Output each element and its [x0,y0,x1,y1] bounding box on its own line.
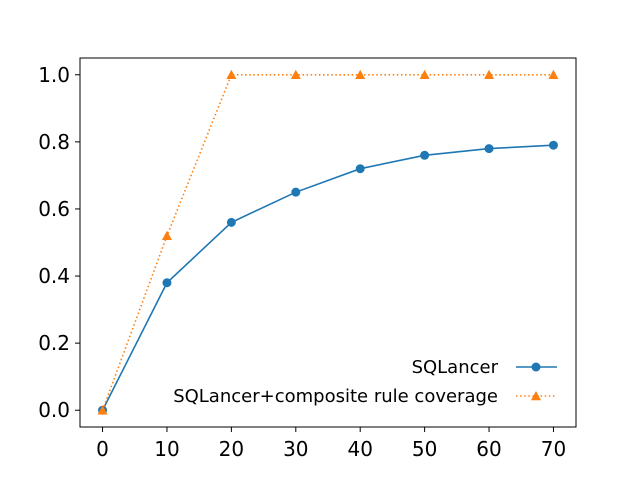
data-point [226,217,236,227]
legend-marker [531,362,541,372]
x-tick-label: 50 [412,437,437,461]
x-axis: 0 10 20 30 40 50 60 70 [96,427,566,461]
data-point [355,69,366,80]
data-point [420,150,430,160]
y-tick-label: 0.6 [38,197,70,221]
data-point [290,69,301,80]
series-layer [97,69,559,415]
y-tick-label: 0.4 [38,264,70,288]
series-line [101,144,554,411]
plot-frame [79,57,577,428]
series-1 [98,140,558,415]
legend-item: SQLancer+composite rule coverage [173,386,557,407]
legend: SQLancer SQLancer+composite rule coverage [173,357,557,407]
data-point [161,230,172,241]
data-point [484,69,495,80]
series-2 [97,69,559,415]
series-line [101,73,554,411]
legend-marker [531,391,541,401]
x-tick-label: 0 [96,437,109,461]
y-axis: 0.0 0.2 0.4 0.6 0.8 1.0 [38,63,80,422]
data-point [484,144,494,154]
x-tick-label: 70 [541,437,566,461]
legend-label: SQLancer+composite rule coverage [173,386,498,407]
x-tick-label: 40 [347,437,372,461]
data-point [548,140,558,150]
y-tick-label: 0.2 [38,331,70,355]
y-tick-label: 0.0 [38,398,70,422]
data-point [419,69,430,80]
y-tick-label: 0.8 [38,130,70,154]
x-tick-label: 60 [476,437,501,461]
data-point [162,278,172,288]
x-tick-label: 10 [154,437,179,461]
data-point [355,164,365,174]
legend-item: SQLancer [412,357,557,378]
data-point [548,69,559,80]
data-point [291,187,301,197]
data-point [97,405,108,415]
x-tick-label: 30 [283,437,308,461]
x-tick-label: 20 [219,437,244,461]
data-point [226,69,237,80]
y-tick-label: 1.0 [38,63,70,87]
legend-label: SQLancer [412,357,499,378]
